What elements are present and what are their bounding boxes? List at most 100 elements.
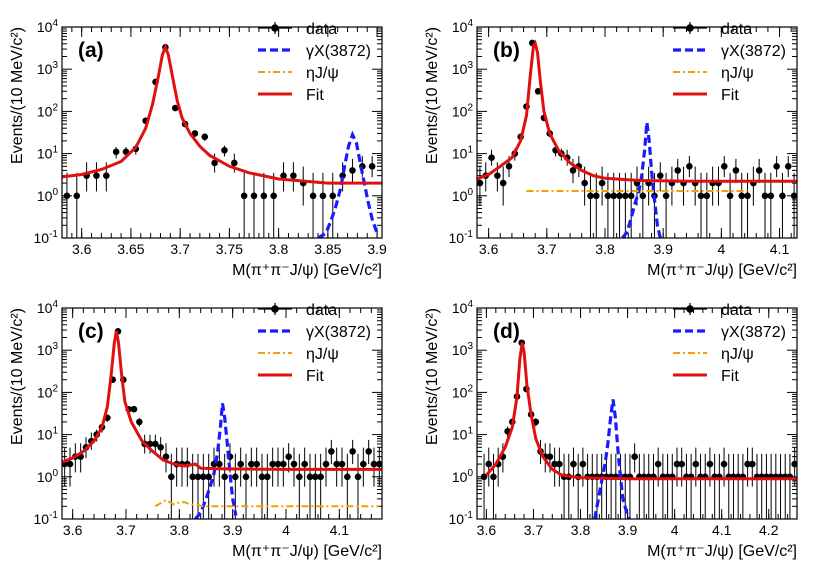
x-axis-title: M(π⁺π⁻J/ψ) [GeV/c²] xyxy=(647,262,797,279)
data-point xyxy=(200,473,207,481)
data-point xyxy=(136,418,143,426)
legend-label: γX(3872) xyxy=(306,43,371,60)
data-point xyxy=(598,179,606,187)
data-point xyxy=(269,460,276,468)
x-tick-label: 3.8 xyxy=(571,522,591,538)
legend: data γX(3872) ηJ/ψ Fit xyxy=(673,21,786,104)
data-point xyxy=(171,104,179,112)
data-point xyxy=(579,460,587,468)
data-point xyxy=(570,460,577,468)
data-point xyxy=(270,192,277,200)
x-tick-label: 3.9 xyxy=(367,241,387,257)
x-tick-label: 3.6 xyxy=(63,522,83,538)
data-point xyxy=(280,172,287,179)
data-point xyxy=(280,460,287,468)
data-point xyxy=(189,473,196,481)
x-tick-label: 3.6 xyxy=(72,241,92,257)
plot-frame xyxy=(476,26,798,239)
data-point xyxy=(328,448,335,455)
plot-area xyxy=(62,43,382,238)
y-tick-label: 101 xyxy=(37,145,59,162)
series-line-fit xyxy=(62,331,382,471)
legend-label: Fit xyxy=(306,368,324,385)
y-tick-label: 104 xyxy=(452,299,474,316)
data-point xyxy=(622,192,629,200)
data-point xyxy=(755,167,763,174)
series-line-fit xyxy=(477,39,797,183)
data-point xyxy=(773,163,780,170)
y-tick-label: 102 xyxy=(452,383,474,400)
data-point xyxy=(744,460,751,468)
data-point xyxy=(73,192,81,200)
plot-frame xyxy=(61,307,383,520)
data-point xyxy=(309,192,317,200)
x-axis-title: M(π⁺π⁻J/ψ) [GeV/c²] xyxy=(232,543,382,560)
x-tick-label: 4 xyxy=(282,522,290,538)
series-line-eta-jpsi xyxy=(154,498,380,508)
y-tick-label: 100 xyxy=(37,468,59,485)
data-point xyxy=(66,460,74,468)
x-tick-label: 3.7 xyxy=(116,522,136,538)
data-point xyxy=(237,460,244,468)
data-point xyxy=(338,460,346,468)
data-point xyxy=(242,473,250,481)
legend-label: ηJ/ψ xyxy=(306,65,339,82)
data-point xyxy=(494,172,501,179)
panel-label: (c) xyxy=(78,320,104,343)
chart-c: 10-1 100 101 102 103 104 3.6 3.7 3.8 3.9 4 4.1 (c) da… xyxy=(9,299,383,560)
chart-a: 10-1 100 101 102 103 104 3.6 3.65 3.7 3.75 3.8 3.85… xyxy=(9,18,387,279)
data-point xyxy=(63,192,71,200)
data-point xyxy=(784,163,792,170)
data-point xyxy=(93,172,100,179)
x-tick-label: 3.8 xyxy=(595,241,615,257)
data-point xyxy=(211,159,218,167)
series-line-gamma-x3872 xyxy=(194,403,238,519)
data-point xyxy=(720,460,728,468)
panel-b: 10-1 100 101 102 103 104 3.6 3.7 3.8 3.9 4 4.1 (b) da… xyxy=(415,0,830,280)
data-point xyxy=(686,163,693,170)
data-point xyxy=(656,172,664,179)
x-axis-title: M(π⁺π⁻J/ψ) [GeV/c²] xyxy=(647,543,797,560)
data-point xyxy=(546,453,554,460)
data-point xyxy=(130,405,138,413)
data-point xyxy=(748,460,756,468)
data-point xyxy=(290,172,297,179)
data-point xyxy=(250,192,258,200)
legend-label: data xyxy=(721,21,752,38)
legend-data-symbol xyxy=(686,24,694,32)
data-point xyxy=(744,192,751,200)
data-point xyxy=(248,460,255,468)
x-tick-label: 4.1 xyxy=(330,522,350,538)
data-point xyxy=(761,192,769,200)
data-point xyxy=(485,460,493,468)
x-tick-label: 3.6 xyxy=(479,241,499,257)
legend-label: Fit xyxy=(721,87,739,104)
data-point xyxy=(317,473,324,481)
data-point xyxy=(534,87,542,95)
series-line-fit xyxy=(62,43,382,185)
x-tick-label: 3.9 xyxy=(653,241,673,257)
data-point xyxy=(639,192,647,200)
data-point xyxy=(551,460,558,468)
legend: data γX(3872) ηJ/ψ Fit xyxy=(258,302,371,385)
data-point xyxy=(556,460,563,468)
panel-label: (a) xyxy=(78,39,104,62)
y-tick-label: 10-1 xyxy=(449,229,474,246)
data-point xyxy=(790,192,797,200)
legend-label: ηJ/ψ xyxy=(721,346,754,363)
y-tick-label: 104 xyxy=(37,18,59,35)
y-tick-label: 103 xyxy=(37,341,59,358)
y-tick-label: 101 xyxy=(452,426,474,443)
y-tick-label: 10-1 xyxy=(449,510,474,527)
data-point xyxy=(205,473,212,481)
y-tick-label: 103 xyxy=(37,60,59,77)
x-tick-label: 4 xyxy=(717,241,725,257)
legend: data γX(3872) ηJ/ψ Fit xyxy=(258,21,371,104)
legend-label: ηJ/ψ xyxy=(306,346,339,363)
data-point xyxy=(274,460,282,468)
y-tick-label: 102 xyxy=(37,383,59,400)
data-point xyxy=(290,460,298,468)
data-point xyxy=(480,473,488,481)
data-point xyxy=(610,192,618,200)
x-tick-label: 3.75 xyxy=(216,241,243,257)
